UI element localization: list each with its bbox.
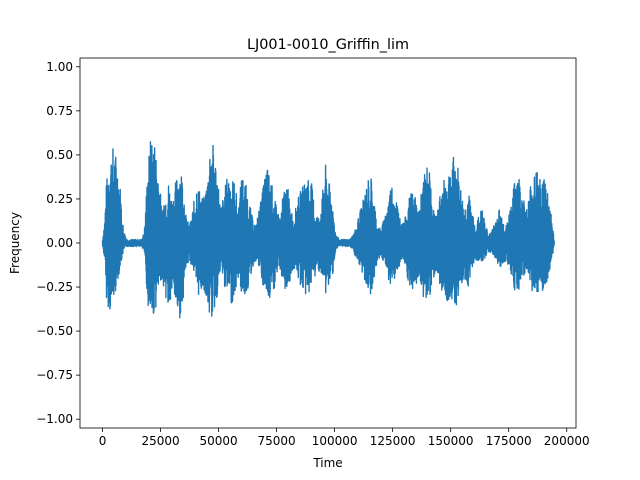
waveform-path — [101, 141, 555, 319]
x-tick-label: 25000 — [141, 434, 179, 448]
y-tick-label: 1.00 — [46, 60, 73, 74]
x-tick-label: 100000 — [312, 434, 358, 448]
y-axis: −1.00 −0.75 −0.50 −0.25 0.00 0.25 0.50 0.75 1.00 — [36, 60, 80, 426]
y-tick-label: 0.75 — [46, 104, 73, 118]
y-tick-label: −0.50 — [36, 324, 73, 338]
x-tick-label: 0 — [99, 434, 107, 448]
y-tick-label: −0.75 — [36, 368, 73, 382]
y-tick-label: 0.25 — [46, 192, 73, 206]
x-axis: 0 25000 50000 75000 100000 125000 150000 175000… — [99, 428, 590, 448]
x-tick-label: 200000 — [544, 434, 590, 448]
x-tick-label: 125000 — [370, 434, 416, 448]
y-tick-label: 0.00 — [46, 236, 73, 250]
x-tick-label: 75000 — [257, 434, 295, 448]
chart-title: LJ001-0010_Griffin_lim — [247, 37, 409, 53]
x-tick-label: 175000 — [486, 434, 532, 448]
y-tick-label: 0.50 — [46, 148, 73, 162]
y-axis-label: Frequency — [8, 212, 22, 274]
x-axis-label: Time — [312, 456, 342, 470]
y-tick-label: −1.00 — [36, 412, 73, 426]
x-tick-label: 150000 — [428, 434, 474, 448]
y-tick-label: −0.25 — [36, 280, 73, 294]
waveform-line — [101, 141, 555, 319]
x-tick-label: 50000 — [199, 434, 237, 448]
